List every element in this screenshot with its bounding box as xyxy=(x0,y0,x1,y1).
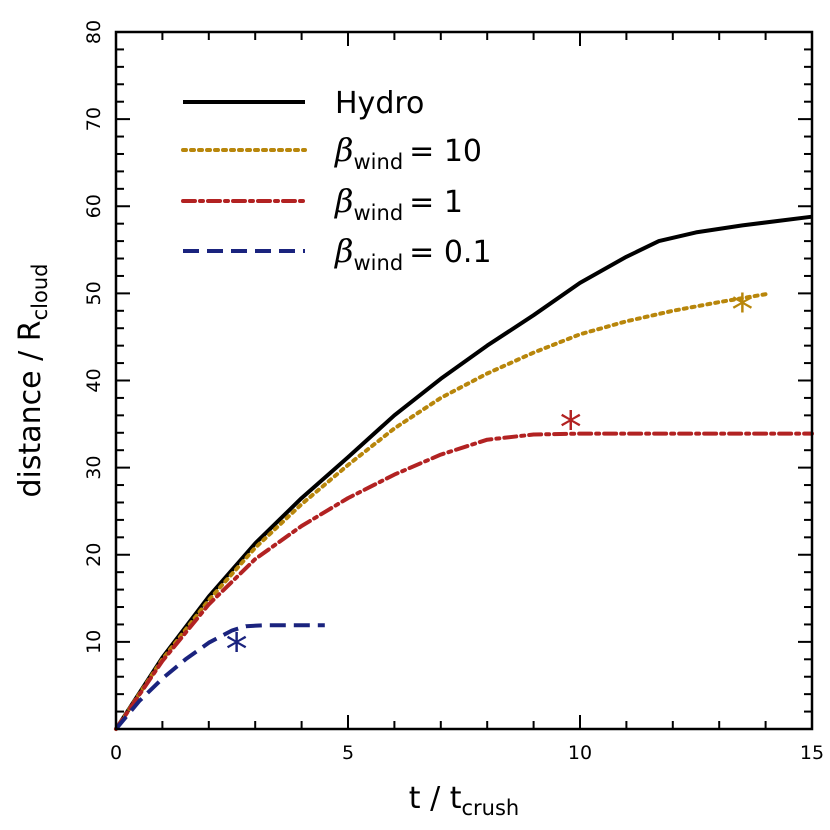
y-tick-label: 30 xyxy=(83,456,105,480)
x-axis-label-main: t / t xyxy=(409,781,462,816)
legend-value: = 0.1 xyxy=(409,235,491,270)
asterisk-marker-0: * xyxy=(731,285,753,336)
legend-value: = 1 xyxy=(409,185,463,220)
y-tick-label: 80 xyxy=(83,20,105,44)
y-tick-label: 60 xyxy=(83,194,105,218)
y-tick-label: 50 xyxy=(83,281,105,305)
series-line-1 xyxy=(114,292,768,731)
x-tick-label: 15 xyxy=(800,742,824,764)
legend-sub: wind xyxy=(354,251,404,275)
legend-label-2: βwind = 1 xyxy=(334,182,463,225)
plot-frame xyxy=(114,30,814,731)
legend-label-1: βwind = 10 xyxy=(334,131,482,174)
x-axis-label: t / tcrush xyxy=(409,781,519,820)
markers-layer: * * * xyxy=(226,285,754,676)
y-axis-label: distance / Rcloud xyxy=(13,263,52,497)
series-line-2 xyxy=(114,431,814,731)
x-tick-label: 0 xyxy=(110,742,122,764)
legend-label-0: Hydro xyxy=(335,86,424,121)
legend-label-3: βwind = 0.1 xyxy=(334,232,492,275)
y-tick-label: 70 xyxy=(83,107,105,131)
x-tick-label: 5 xyxy=(342,742,354,764)
series-line-3 xyxy=(114,623,325,731)
x-axis-label-sub: crush xyxy=(461,796,519,820)
ticks xyxy=(115,31,813,730)
legend-sub: wind xyxy=(354,150,404,174)
y-tick-label: 20 xyxy=(83,543,105,567)
series-line-0 xyxy=(114,214,813,731)
y-axis-label-main: distance / R xyxy=(13,320,48,497)
tick-labels: 0 5 10 15 10 20 30 40 50 60 70 80 xyxy=(83,20,824,764)
legend-beta: β xyxy=(334,182,354,220)
legend-sub: wind xyxy=(354,201,404,225)
legend-beta: β xyxy=(334,131,354,169)
y-tick-label: 10 xyxy=(83,630,105,654)
x-tick-label: 10 xyxy=(568,742,592,764)
legend-beta: β xyxy=(334,232,354,270)
asterisk-marker-2: * xyxy=(226,625,248,676)
y-tick-label: 40 xyxy=(83,368,105,392)
y-axis-label-sub: cloud xyxy=(28,263,52,320)
series-layer xyxy=(114,214,814,731)
asterisk-marker-1: * xyxy=(560,402,582,453)
legend-value: = 10 xyxy=(409,134,482,169)
